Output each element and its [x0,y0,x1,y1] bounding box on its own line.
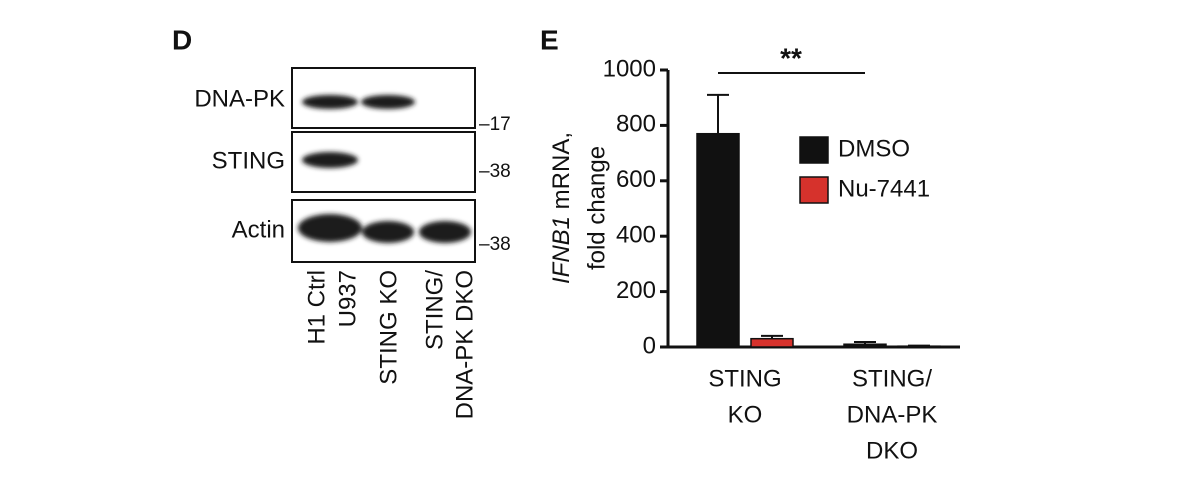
y-tick-label: 0 [643,332,656,359]
size-marker: –38 [479,234,511,255]
legend-label: Nu-7441 [838,175,930,202]
y-label-rest: mRNA, [548,132,575,216]
y-tick-label: 400 [616,222,656,249]
x-tick-label: STING/ [852,365,932,392]
bands [298,95,471,243]
row-label: STING [212,147,285,174]
y-tick-label: 200 [616,277,656,304]
bar [843,343,887,348]
lane-label: STING/ [421,270,448,350]
y-tick-label: 600 [616,166,656,193]
lane-label: U937 [334,270,361,327]
lane-label: DNA-PK DKO [451,270,478,419]
x-tick-label: DKO [866,437,918,464]
y-label-gene: IFNB1 [548,216,575,284]
x-tick-label: DNA-PK [847,401,938,428]
legend-swatch [799,176,829,204]
lane-label: H1 Ctrl [303,270,330,345]
legend-swatch [799,136,829,164]
blot [291,67,476,263]
x-tick-label: STING [708,365,781,392]
x-tick-label: KO [728,401,763,428]
size-marker: –38 [479,161,511,182]
bar [750,337,794,348]
lane-label: STING KO [375,270,402,385]
y-axis-label: IFNB1 mRNA, [548,132,575,284]
panel-label: E [540,24,559,55]
significance: ** [780,42,802,73]
size-marker: –17 [479,114,511,135]
bar [897,345,941,348]
legend-label: DMSO [838,135,910,162]
bar [696,132,740,348]
y-tick-label: 800 [616,111,656,138]
y-tick-label: 1000 [603,55,656,82]
y-axis-label: fold change [583,146,610,270]
row-label: Actin [232,216,285,243]
row-label: DNA-PK [194,85,285,112]
panel-label: D [172,24,192,55]
